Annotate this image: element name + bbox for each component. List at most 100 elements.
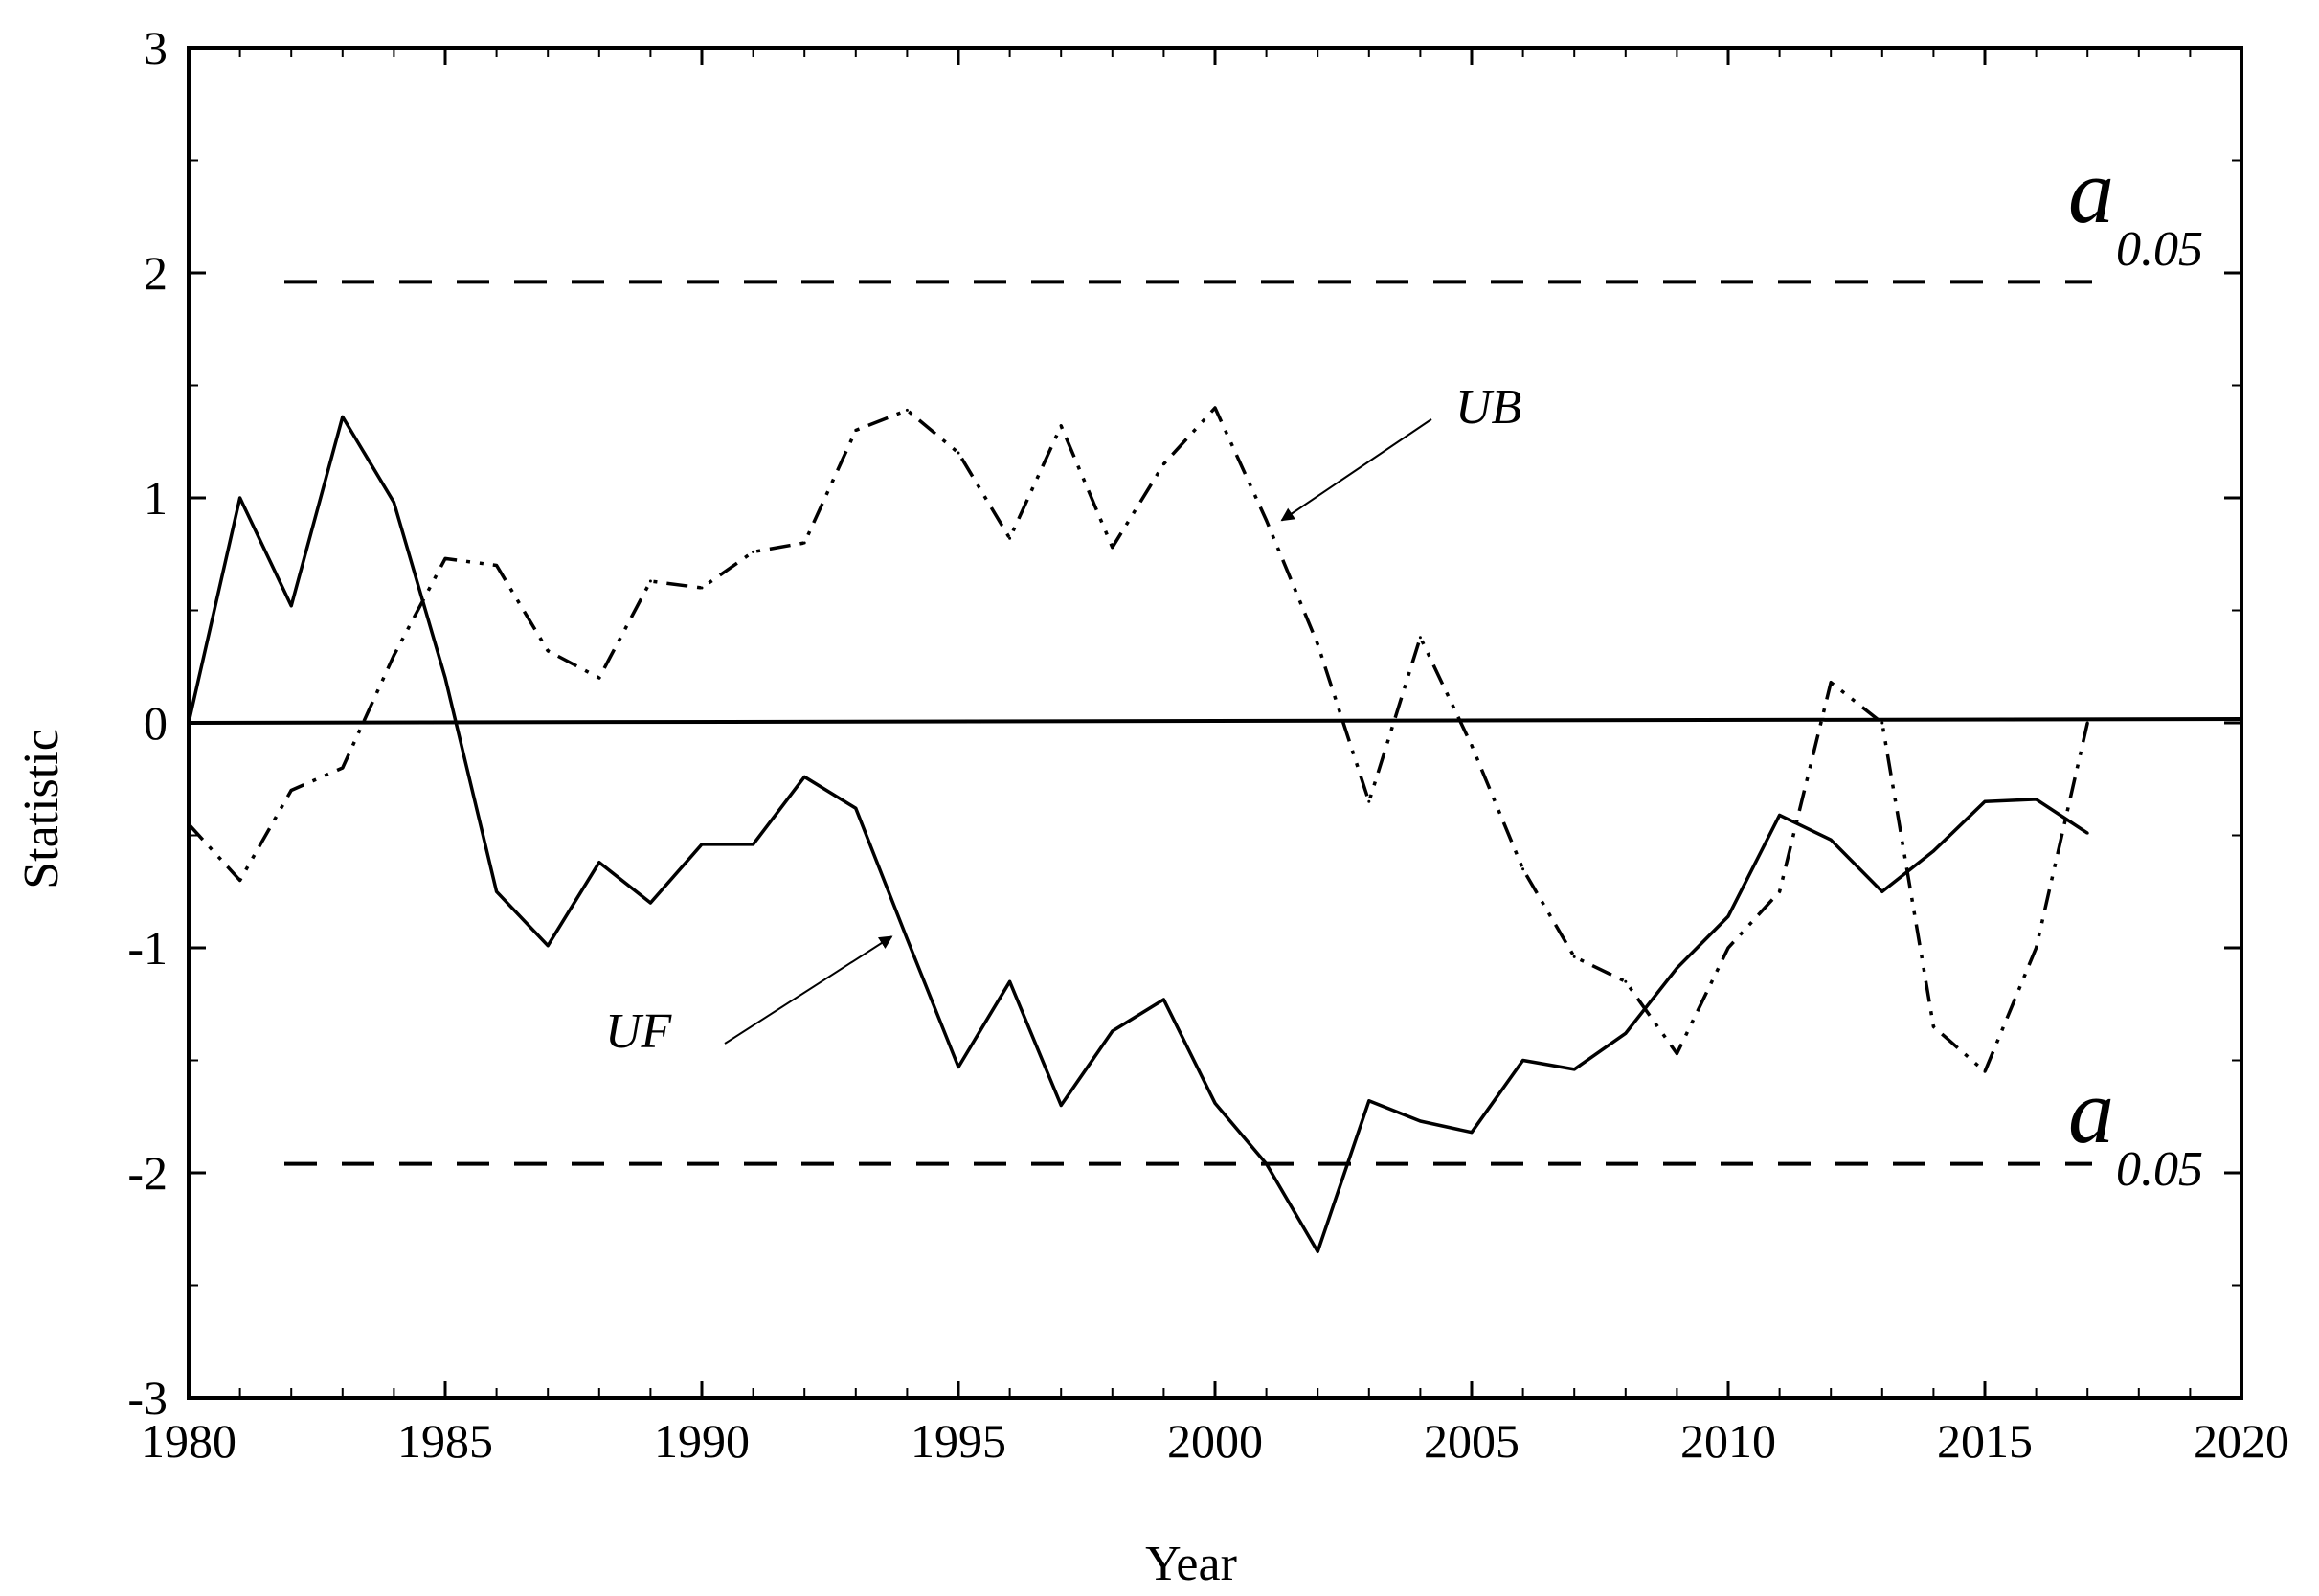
data-point-uf xyxy=(1624,1031,1628,1035)
data-point-uf xyxy=(1521,1059,1525,1062)
data-point-uf xyxy=(648,901,652,905)
data-point-ub xyxy=(546,649,550,653)
series-line-ub xyxy=(187,406,2089,1074)
data-point-ub xyxy=(957,451,960,455)
data-point-ub xyxy=(289,789,293,792)
data-point-uf xyxy=(905,937,909,941)
data-point-ub xyxy=(2035,946,2038,950)
data-point-ub xyxy=(1829,681,1833,685)
data-point-uf xyxy=(1470,1131,1474,1135)
annotation-arrow xyxy=(1280,418,1432,522)
data-point-ub xyxy=(1983,1069,1987,1073)
series-label-uf: UF xyxy=(605,1004,673,1059)
data-point-uf xyxy=(1111,1029,1114,1033)
x-tick-label: 1995 xyxy=(911,1414,1006,1468)
x-tick-label: 2000 xyxy=(1167,1414,1263,1468)
data-point-ub xyxy=(1521,867,1525,871)
data-point-uf xyxy=(1726,914,1730,918)
data-point-uf xyxy=(2085,831,2089,835)
data-point-ub xyxy=(1418,636,1422,640)
data-point-uf xyxy=(495,889,499,893)
annotation-arrow xyxy=(724,935,893,1045)
x-tick-label: 1980 xyxy=(141,1414,236,1468)
data-point-ub xyxy=(802,541,806,545)
series-label-ub: UB xyxy=(1455,380,1521,435)
data-point-uf xyxy=(1983,799,1987,803)
critical-value-subscript: 0.05 xyxy=(2116,1142,2203,1197)
data-point-uf xyxy=(1572,1068,1576,1071)
y-axis-title: Statistic xyxy=(14,729,69,889)
data-point-ub xyxy=(905,408,909,412)
data-point-ub xyxy=(341,766,345,770)
data-point-uf xyxy=(546,944,550,948)
data-point-ub xyxy=(1572,955,1576,958)
data-point-uf xyxy=(443,676,447,680)
y-tick-label: 3 xyxy=(144,21,168,75)
data-point-uf xyxy=(1213,1101,1217,1105)
data-point-ub xyxy=(1675,1051,1678,1055)
data-point-uf xyxy=(1265,1162,1269,1166)
critical-value-label: a xyxy=(2068,1060,2114,1162)
y-tick-label: -3 xyxy=(127,1371,168,1425)
x-tick-label: 2010 xyxy=(1680,1414,1776,1468)
data-point-uf xyxy=(1778,813,1782,817)
data-point-ub xyxy=(1265,519,1269,522)
data-point-uf xyxy=(1829,838,1833,842)
data-point-ub xyxy=(1726,946,1730,950)
data-point-ub xyxy=(2085,721,2089,725)
data-point-ub xyxy=(1161,462,1165,466)
critical-value-subscript: 0.05 xyxy=(2116,222,2203,277)
data-point-ub xyxy=(443,556,447,560)
series-line-uf xyxy=(187,415,2089,1254)
x-tick-label: 2005 xyxy=(1424,1414,1520,1468)
data-point-uf xyxy=(1161,998,1165,1001)
data-point-ub xyxy=(1059,424,1063,428)
data-point-uf xyxy=(1675,966,1678,970)
data-point-uf xyxy=(238,496,242,500)
data-point-ub xyxy=(392,654,395,657)
data-point-ub xyxy=(1213,406,1217,410)
data-point-uf xyxy=(957,1066,960,1069)
data-point-ub xyxy=(700,586,704,590)
y-tick-label: 2 xyxy=(144,246,168,300)
y-tick-label: 1 xyxy=(144,471,168,525)
data-point-ub xyxy=(1624,979,1628,983)
y-tick-label: 0 xyxy=(144,696,168,750)
data-point-ub xyxy=(854,429,858,432)
data-point-uf xyxy=(1418,1119,1422,1123)
data-point-uf xyxy=(752,843,755,846)
data-point-uf xyxy=(597,861,601,865)
data-point-uf xyxy=(1008,979,1012,983)
zero-line xyxy=(188,717,2242,725)
data-point-ub xyxy=(1316,642,1319,646)
data-point-uf xyxy=(289,604,293,608)
data-point-ub xyxy=(1367,799,1371,803)
data-point-ub xyxy=(1880,721,1884,725)
x-tick-label: 1985 xyxy=(397,1414,493,1468)
data-point-ub xyxy=(1778,889,1782,893)
data-point-uf xyxy=(1059,1104,1063,1107)
data-point-ub xyxy=(1470,744,1474,747)
data-point-ub xyxy=(597,676,601,680)
x-tick-label: 1990 xyxy=(654,1414,750,1468)
y-tick-label: -1 xyxy=(127,921,168,975)
data-point-uf xyxy=(802,775,806,778)
x-tick-label: 2015 xyxy=(1937,1414,2033,1468)
data-point-ub xyxy=(1931,1024,1935,1028)
y-tick-label: -2 xyxy=(127,1146,168,1200)
data-point-uf xyxy=(1316,1249,1319,1253)
data-point-ub xyxy=(1111,546,1114,550)
data-point-ub xyxy=(238,879,242,882)
data-point-uf xyxy=(1367,1099,1371,1103)
data-point-uf xyxy=(392,501,395,505)
x-axis-title: Year xyxy=(1145,1537,1237,1591)
data-point-uf xyxy=(700,843,704,846)
data-point-uf xyxy=(854,806,858,810)
data-point-uf xyxy=(1931,849,1935,853)
data-point-uf xyxy=(1880,889,1884,893)
data-point-ub xyxy=(495,564,499,567)
data-point-uf xyxy=(2035,798,2038,801)
x-tick-label: 2020 xyxy=(2194,1414,2289,1468)
data-point-uf xyxy=(341,415,345,418)
